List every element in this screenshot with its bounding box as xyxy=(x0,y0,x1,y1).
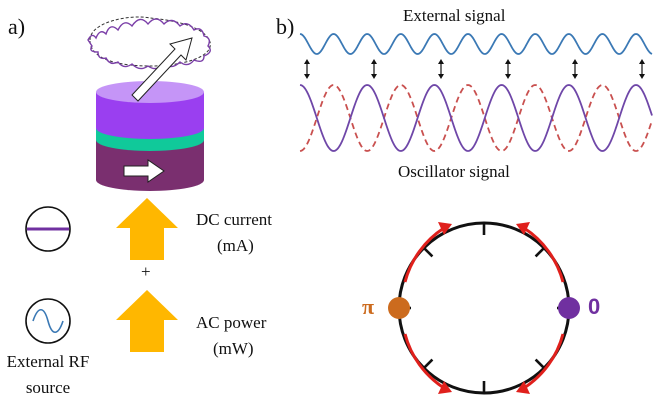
sync-arrow xyxy=(505,59,511,79)
precession-orbit xyxy=(87,16,211,70)
external-signal-wave xyxy=(299,33,653,55)
free-layer xyxy=(96,92,204,139)
phase-arrowheads xyxy=(438,222,530,394)
zero-phase-dot xyxy=(558,297,580,319)
rf-source-label-2: source xyxy=(25,378,71,397)
ac-power-arrow xyxy=(116,290,178,352)
rf-source-label: External RF xyxy=(6,352,90,371)
plus-sign: + xyxy=(141,262,151,281)
phase-tick xyxy=(422,246,434,258)
arrow-lower-left xyxy=(403,333,445,390)
oscillator-signal-wave xyxy=(299,84,653,152)
free-layer-lid xyxy=(96,81,204,103)
anti-phase-wave xyxy=(299,84,653,152)
sync-arrow xyxy=(304,59,310,79)
dc-current-unit: (mA) xyxy=(217,236,254,255)
arrow-lower-right xyxy=(523,333,565,390)
sync-arrow xyxy=(572,59,578,79)
rf-source-icon xyxy=(25,298,71,344)
phase-arrows xyxy=(403,226,565,390)
magnetic-stack xyxy=(96,37,204,191)
pi-phase-label: π xyxy=(362,294,375,319)
phase-circle xyxy=(397,221,571,395)
dc-current-label: DC current xyxy=(196,210,273,229)
oscillator-signal-label: Oscillator signal xyxy=(398,162,510,181)
arrow-upper-right xyxy=(523,226,565,283)
pi-phase-dot xyxy=(388,297,410,319)
sync-arrow xyxy=(639,59,645,79)
panel-a-letter: a) xyxy=(8,14,26,39)
external-signal-label: External signal xyxy=(403,6,506,25)
dc-current-arrow xyxy=(116,198,178,260)
ac-power-label: AC power xyxy=(196,313,267,332)
ac-power-unit: (mW) xyxy=(213,339,254,358)
signal-waves xyxy=(299,33,653,152)
sync-arrow xyxy=(438,59,444,79)
phase-tick xyxy=(534,246,546,258)
free-magnetization-arrow xyxy=(131,37,193,102)
phase-tick xyxy=(534,358,546,370)
arrow-upper-left xyxy=(403,226,445,283)
panel-b-letter: b) xyxy=(276,14,295,39)
dc-source-icon xyxy=(25,206,71,252)
phase-tick xyxy=(422,358,434,370)
zero-phase-label: 0 xyxy=(588,294,601,319)
sync-arrows xyxy=(304,59,645,79)
fixed-magnetization-arrow xyxy=(123,159,165,183)
sync-arrow xyxy=(371,59,377,79)
